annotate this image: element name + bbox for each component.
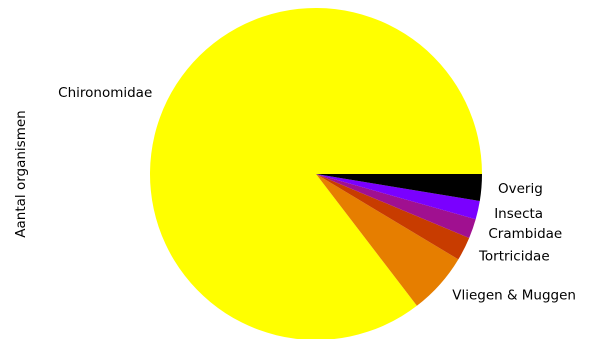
pie-slice-crambidae (316, 174, 476, 239)
pie-label-vliegen-muggen: Vliegen & Muggen (452, 288, 576, 304)
pie-slices (150, 8, 482, 339)
pie-label-tortricidae: Tortricidae (478, 248, 550, 264)
y-axis-label: Aantal organismen (13, 110, 29, 237)
pie-label-insecta: Insecta (494, 206, 543, 222)
pie-label-chironomidae: Chironomidae (58, 85, 152, 101)
pie-slice-chironomidae (150, 8, 482, 339)
pie-slice-tortricidae (316, 174, 470, 260)
pie-slice-overig (316, 174, 482, 201)
pie-slice-insecta (316, 174, 480, 220)
pie-label-overig: Overig (498, 181, 543, 197)
pie-labels: Chironomidae Vliegen & Muggen Tortricidae C… (58, 85, 576, 303)
pie-label-crambidae: Crambidae (488, 226, 562, 242)
pie-slice-vliegen-muggen (316, 174, 459, 306)
